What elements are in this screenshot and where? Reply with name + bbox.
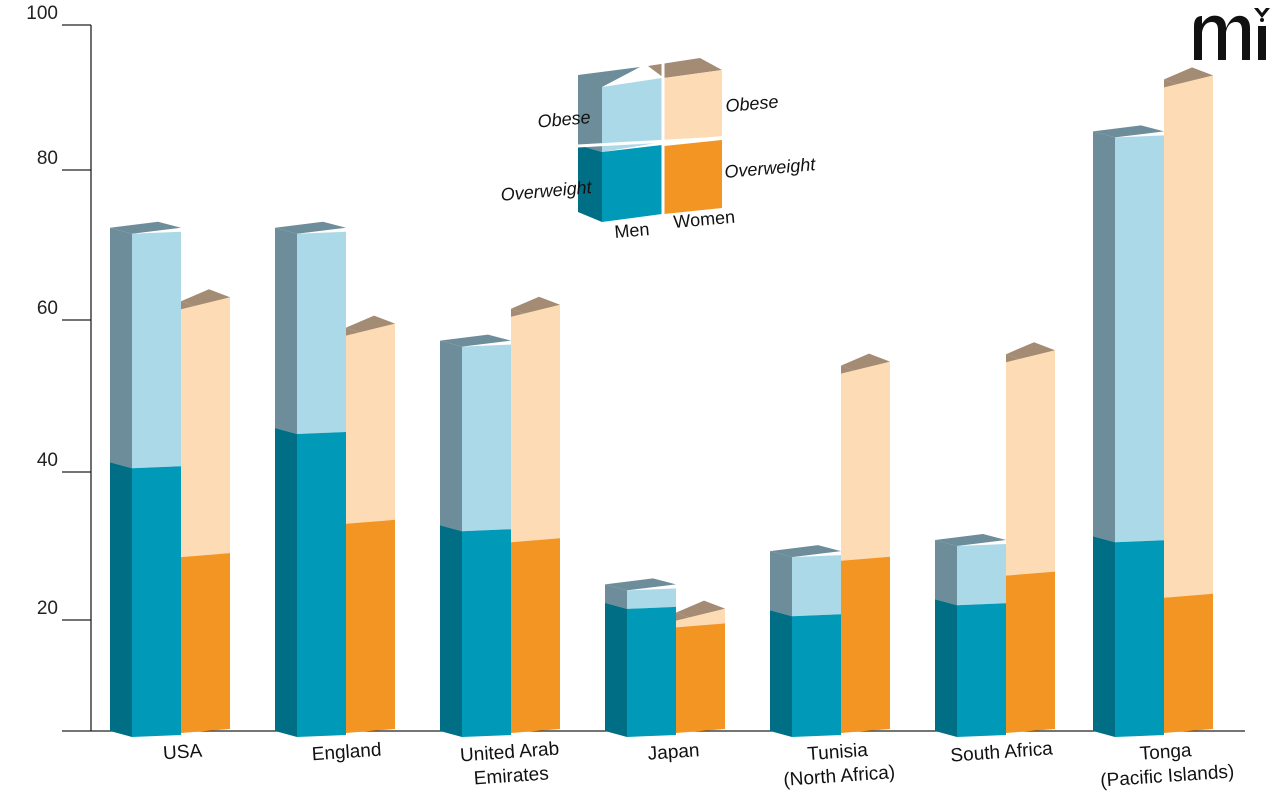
women-obese-top [841, 353, 890, 374]
men-obese-bar [132, 231, 181, 469]
women-obese-top [346, 315, 395, 336]
men-obese-side [110, 227, 132, 469]
category-label: South Africa [950, 738, 1054, 766]
category-label: Japan [647, 740, 700, 765]
women-obese-top [511, 296, 560, 317]
women-obese-bar [511, 304, 560, 543]
women-obese-top [181, 289, 230, 310]
legend-men-label: Men [614, 219, 651, 242]
men-obese-side [605, 584, 627, 609]
men-obese-side [770, 551, 792, 617]
men-overweight-side [440, 525, 462, 737]
men-overweight-bar [627, 606, 676, 737]
men-overweight-side [110, 462, 132, 737]
women-overweight-bar [676, 623, 725, 733]
legend-men-overweight-swatch [602, 145, 662, 222]
men-obese-bar [627, 588, 676, 609]
y-tick-label: 20 [37, 598, 58, 619]
men-overweight-bar [462, 529, 511, 737]
legend-men-overweight-side [578, 145, 602, 222]
logo-icon [1194, 8, 1270, 60]
men-obese-bar [792, 555, 841, 617]
women-obese-bar [841, 361, 890, 561]
y-tick-label: 80 [37, 148, 58, 169]
category-label: Tunisia(North Africa) [781, 738, 896, 791]
category-label: Tonga(Pacific Islands) [1098, 737, 1235, 791]
legend-overweight-label: Overweight [724, 154, 817, 182]
legend-seam [577, 136, 723, 148]
legend-women-obese-swatch [664, 70, 722, 142]
bar-group [110, 221, 230, 737]
bar-group [770, 353, 890, 737]
men-obese-top [275, 221, 346, 234]
men-obese-side [275, 227, 297, 434]
men-obese-side [935, 540, 957, 606]
bar-group [440, 296, 560, 737]
y-axis: 20 40 60 80 100 [26, 3, 1245, 732]
bar-group [275, 221, 395, 737]
women-overweight-bar [181, 553, 230, 733]
bars [110, 67, 1213, 737]
legend-women-label: Women [673, 207, 736, 232]
bar-group [935, 342, 1055, 737]
women-overweight-bar [346, 519, 395, 733]
men-overweight-side [275, 428, 297, 737]
women-obese-bar [1006, 350, 1055, 576]
men-obese-bar [462, 344, 511, 532]
women-obese-bar [346, 323, 395, 524]
women-obese-bar [181, 297, 230, 558]
men-overweight-side [605, 602, 627, 737]
men-obese-top [770, 545, 841, 558]
men-obese-top [605, 578, 676, 591]
women-obese-top [1164, 67, 1213, 88]
legend-men-obese-side [578, 75, 602, 152]
men-overweight-bar [132, 466, 181, 737]
men-overweight-bar [1115, 540, 1164, 737]
men-overweight-side [1093, 536, 1115, 737]
women-obese-top [676, 600, 725, 621]
women-overweight-bar [841, 556, 890, 733]
men-overweight-bar [792, 614, 841, 737]
women-overweight-bar [1164, 593, 1213, 733]
men-obese-top [935, 534, 1006, 546]
bar-group [605, 578, 725, 737]
legend-obese-label: Obese [725, 91, 780, 116]
men-overweight-bar [957, 603, 1006, 737]
women-obese-bar [1164, 75, 1213, 598]
y-tick-label: 60 [37, 298, 58, 319]
men-obese-top [110, 221, 181, 234]
men-obese-top [1093, 125, 1164, 138]
men-obese-side [440, 340, 462, 532]
category-labels: USA England United ArabEmirates Japan Tunisi… [162, 737, 1235, 791]
category-label: United ArabEmirates [459, 739, 561, 791]
bar-group [1093, 67, 1213, 737]
men-overweight-side [770, 610, 792, 737]
category-label: England [311, 740, 382, 766]
legend-obese-label: Obese [537, 107, 592, 132]
men-obese-top [440, 334, 511, 347]
y-tick-label: 100 [26, 3, 58, 24]
y-tick-label: 40 [37, 450, 58, 471]
women-obese-top [1006, 342, 1055, 363]
women-overweight-bar [1006, 571, 1055, 733]
legend-men-obese-swatch [602, 78, 662, 152]
men-obese-bar [1115, 135, 1164, 543]
category-label: USA [162, 741, 203, 765]
legend-women-overweight-swatch [664, 140, 722, 214]
legend-women-obese-top [648, 58, 722, 78]
women-obese-bar [676, 608, 725, 628]
men-obese-bar [297, 231, 346, 434]
women-overweight-bar [511, 538, 560, 733]
men-overweight-side [935, 599, 957, 737]
men-overweight-bar [297, 432, 346, 737]
men-obese-bar [957, 544, 1006, 606]
men-obese-side [1093, 131, 1115, 543]
